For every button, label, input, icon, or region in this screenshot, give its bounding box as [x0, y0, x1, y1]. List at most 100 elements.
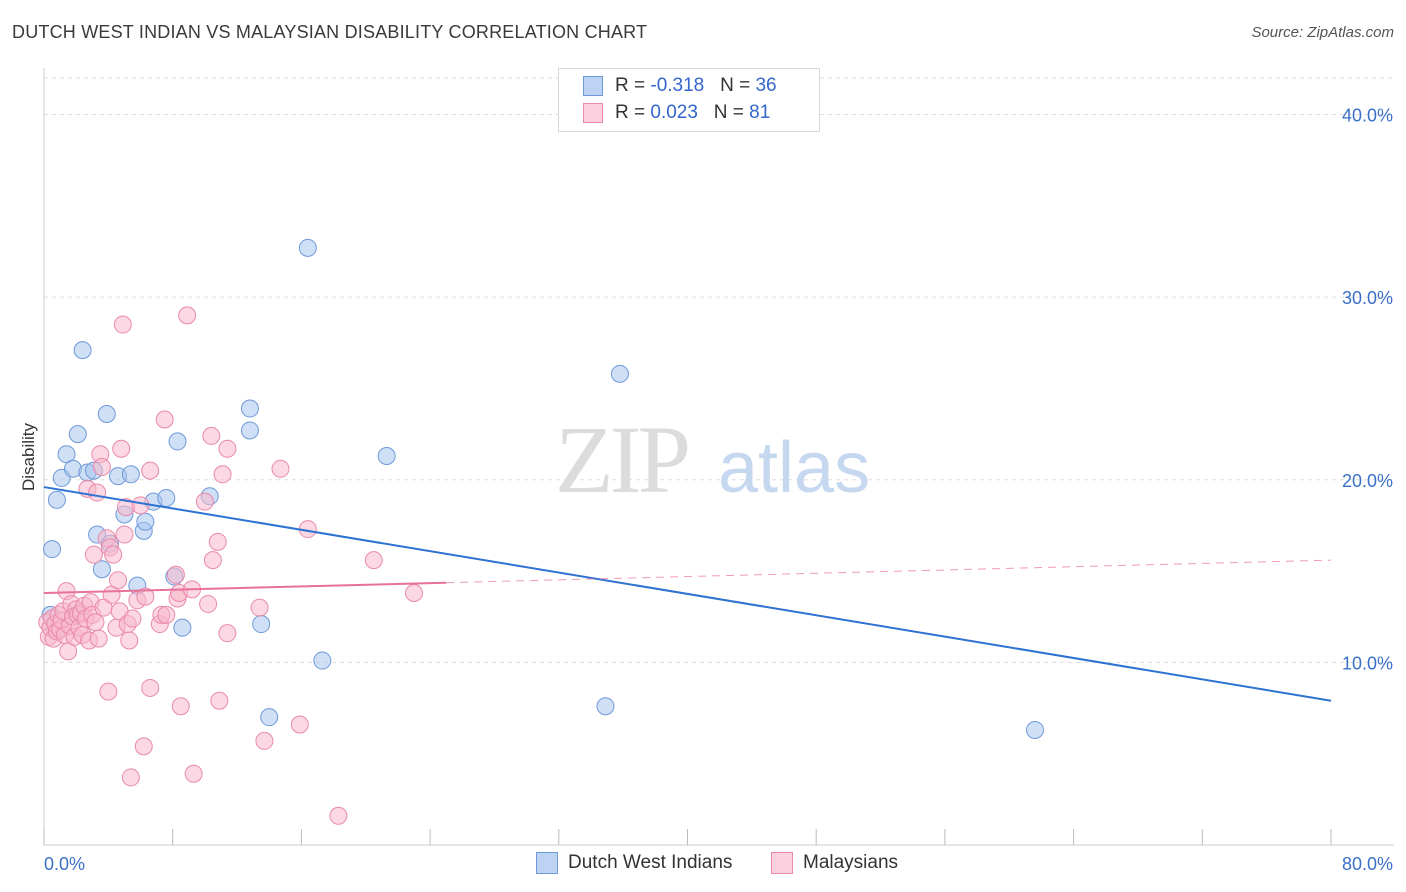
dutch-west-indian-point	[377, 447, 396, 466]
malaysian-point	[195, 492, 214, 511]
points-layer	[38, 238, 1044, 825]
legend-row-blue: R = -0.318 N = 36	[583, 73, 777, 99]
malaysian-point	[112, 439, 131, 458]
legend-r-label: R =	[615, 75, 651, 96]
watermark-atlas: atlas	[718, 428, 870, 508]
malaysian-point	[255, 731, 274, 750]
y-axis-label: Disability	[19, 422, 38, 491]
source-label: Source: ZipAtlas.com	[1251, 24, 1394, 41]
malaysian-point	[202, 426, 221, 445]
trend-line-malaysians	[43, 581, 447, 594]
legend-n-value: 81	[749, 102, 771, 123]
axis-layer	[43, 68, 1394, 846]
malaysian-point	[109, 571, 128, 590]
malaysian-point	[89, 629, 108, 648]
dutch-west-indian-point	[168, 432, 187, 451]
y-tick-label: 40.0%	[1342, 106, 1393, 126]
y-tick-label: 30.0%	[1342, 288, 1393, 308]
dutch-west-indian-point	[173, 618, 192, 637]
malaysian-point	[290, 715, 309, 734]
dutch-west-indian-point	[121, 465, 140, 484]
chart-title: DUTCH WEST INDIAN VS MALAYSIAN DISABILIT…	[12, 22, 648, 42]
malaysian-point	[210, 691, 229, 710]
malaysian-point	[155, 410, 174, 429]
dutch-west-indian-point	[73, 341, 92, 360]
malaysian-point	[271, 459, 290, 478]
legend-n-label: N =	[713, 102, 750, 123]
legend-r-value: -0.318	[650, 75, 705, 96]
malaysian-point	[199, 594, 218, 613]
dutch-west-indian-point	[47, 490, 66, 509]
malaysian-point	[136, 587, 155, 606]
y-tick-label: 20.0%	[1342, 471, 1393, 491]
dutch-west-indian-point	[43, 540, 62, 559]
dutch-west-indian-point	[298, 238, 317, 257]
dutch-west-indian-point	[92, 560, 111, 579]
legend-r-label: R =	[615, 102, 651, 123]
malaysian-point	[157, 605, 176, 624]
malaysian-point	[134, 737, 153, 756]
legend-row-pink: R = 0.023 N = 81	[583, 100, 771, 126]
malaysian-point	[92, 457, 111, 476]
legend-label-malaysians: Malaysians	[803, 852, 899, 873]
malaysian-point	[405, 583, 424, 602]
dutch-west-indian-point	[260, 708, 279, 727]
x-tick-label-max: 80.0%	[1342, 854, 1393, 874]
legend-n-label: N =	[720, 75, 756, 96]
malaysian-point	[203, 551, 222, 570]
malaysian-point	[113, 315, 132, 334]
legend-item-malaysians[interactable]: Malaysians	[771, 852, 898, 874]
series-legend: Dutch West Indians Malaysians	[0, 852, 1406, 878]
watermark: ZIP atlas	[555, 406, 870, 513]
dutch-west-indian-point	[596, 697, 615, 716]
malaysian-point	[213, 465, 232, 484]
dutch-west-indian-point	[68, 425, 87, 444]
legend-r-value: 0.023	[650, 102, 698, 123]
malaysian-point	[141, 678, 160, 697]
malaysian-point	[131, 496, 150, 515]
malaysian-point	[218, 439, 237, 458]
dutch-west-indian-point	[1025, 720, 1044, 739]
dutch-west-indian-point	[136, 512, 155, 531]
legend-swatch-pink	[583, 103, 603, 123]
malaysian-point	[178, 306, 197, 325]
malaysian-point	[120, 631, 139, 650]
trend-line-dutch-west-indians	[43, 486, 1332, 702]
dutch-west-indian-point	[240, 399, 259, 418]
malaysian-point	[141, 461, 160, 480]
dutch-west-indian-point	[240, 421, 259, 440]
legend-swatch-dutch-west-indians	[536, 852, 558, 874]
dutch-west-indian-point	[252, 615, 271, 634]
malaysian-point	[184, 764, 203, 783]
dutch-west-indian-point	[97, 405, 116, 424]
legend-swatch-malaysians	[771, 852, 793, 874]
dutch-west-indian-point	[313, 651, 332, 670]
malaysian-point	[99, 682, 118, 701]
dutch-west-indian-point	[157, 489, 176, 508]
watermark-zip: ZIP	[555, 406, 688, 513]
legend-label-dutch-west-indians: Dutch West Indians	[568, 852, 733, 873]
malaysian-point	[104, 545, 123, 564]
malaysian-point	[121, 768, 140, 787]
legend-item-dutch-west-indians[interactable]: Dutch West Indians	[536, 852, 732, 874]
label-layer: 10.0% 20.0% 30.0% 40.0% 0.0% 80.0% Disability	[19, 106, 1393, 874]
trend-line-malaysians-extension	[446, 559, 1332, 584]
x-tick-label-min: 0.0%	[44, 854, 85, 874]
malaysian-point	[166, 565, 185, 584]
legend-swatch-blue	[583, 76, 603, 96]
malaysian-point	[123, 609, 142, 628]
correlation-legend: R = -0.318 N = 36 R = 0.023 N = 81	[558, 68, 820, 132]
malaysian-point	[208, 532, 227, 551]
malaysian-point	[171, 697, 190, 716]
malaysian-point	[250, 598, 269, 617]
y-tick-label: 10.0%	[1342, 653, 1393, 673]
grid-layer	[44, 77, 1394, 663]
trend-layer	[43, 486, 1332, 702]
malaysian-point	[364, 551, 383, 570]
malaysian-point	[218, 624, 237, 643]
dutch-west-indian-point	[610, 364, 629, 383]
malaysian-point	[84, 545, 103, 564]
malaysian-point	[115, 525, 134, 544]
malaysian-point	[329, 806, 348, 825]
